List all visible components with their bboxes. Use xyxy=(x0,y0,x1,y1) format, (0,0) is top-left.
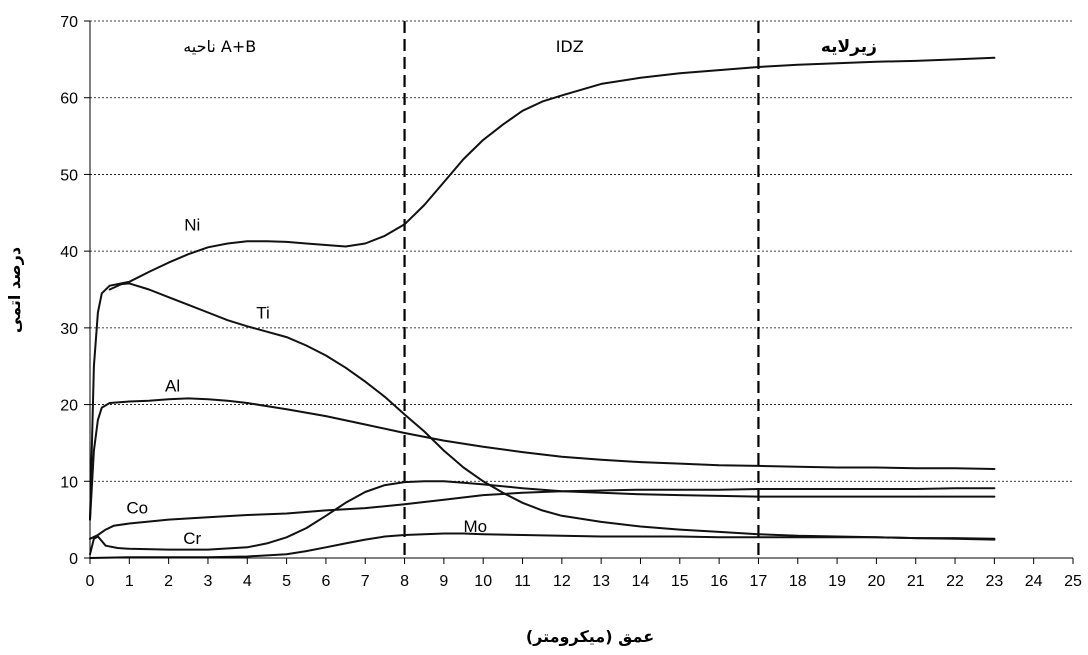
region-label-1: IDZ xyxy=(556,37,584,56)
series-line-co xyxy=(89,487,996,540)
series-label-cr: Cr xyxy=(183,529,201,548)
x-tick-label-15: 15 xyxy=(671,573,689,590)
x-tick-label-17: 17 xyxy=(750,573,768,590)
x-tick-label-22: 22 xyxy=(946,573,964,590)
x-tick-label-4: 4 xyxy=(243,573,252,590)
series-labels: Ni Ti Al Co Cr Mo xyxy=(126,215,487,548)
x-tick-label-6: 6 xyxy=(321,573,330,590)
x-tick-label-18: 18 xyxy=(789,573,807,590)
y-tick-label-5: 50 xyxy=(60,167,78,184)
y-tick-label-6: 60 xyxy=(60,91,78,108)
x-tick-label-3: 3 xyxy=(204,573,213,590)
x-tick-label-9: 9 xyxy=(439,573,448,590)
series-label-al: Al xyxy=(165,376,180,395)
series-line-ti xyxy=(108,282,996,541)
region-boundaries xyxy=(403,21,760,558)
y-tick-label-0: 0 xyxy=(69,551,78,568)
x-tick-labels: 0 1 2 3 4 5 6 7 8 9 10 11 12 13 14 15 16 17 18 19 20 21 22 23 24… xyxy=(86,573,1082,590)
axes xyxy=(84,20,1074,564)
y-tick-label-2: 20 xyxy=(60,398,78,415)
series-label-co: Co xyxy=(126,498,148,517)
x-tick-label-12: 12 xyxy=(553,573,571,590)
x-tick-label-20: 20 xyxy=(868,573,886,590)
x-tick-label-14: 14 xyxy=(632,573,650,590)
x-tick-label-21: 21 xyxy=(907,573,925,590)
x-tick-label-8: 8 xyxy=(400,573,409,590)
series-line-ni xyxy=(89,56,996,521)
x-tick-label-23: 23 xyxy=(985,573,1003,590)
series-label-mo: Mo xyxy=(464,517,488,536)
series-line-mo xyxy=(89,532,996,559)
y-axis-title: درصد اتمی xyxy=(5,247,24,333)
x-tick-label-1: 1 xyxy=(125,573,134,590)
x-tick-label-0: 0 xyxy=(86,573,95,590)
x-tick-label-7: 7 xyxy=(361,573,370,590)
x-tick-label-13: 13 xyxy=(592,573,610,590)
region-labels: ناحیه A+B IDZ زیرلایه xyxy=(183,37,877,57)
series-label-ti: Ti xyxy=(256,304,270,323)
x-tick-label-10: 10 xyxy=(474,573,492,590)
data-series xyxy=(89,56,996,559)
x-tick-label-2: 2 xyxy=(164,573,173,590)
region-label-0: ناحیه A+B xyxy=(183,37,256,56)
x-axis-title: عمق (میکرومتر) xyxy=(526,627,654,646)
y-tick-label-4: 40 xyxy=(60,244,78,261)
x-tick-label-25: 25 xyxy=(1064,573,1082,590)
y-tick-label-1: 10 xyxy=(60,474,78,491)
x-tick-label-5: 5 xyxy=(282,573,291,590)
x-tick-label-19: 19 xyxy=(828,573,846,590)
y-tick-labels: 0 10 20 30 40 50 60 70 xyxy=(60,14,78,568)
series-label-ni: Ni xyxy=(184,215,200,234)
x-tick-label-11: 11 xyxy=(514,573,531,590)
series-line-al xyxy=(89,397,996,521)
series-line-cr xyxy=(89,480,996,556)
y-tick-label-3: 30 xyxy=(60,321,78,338)
x-tick-label-24: 24 xyxy=(1025,573,1043,590)
region-label-2: زیرلایه xyxy=(821,37,877,57)
y-tick-label-7: 70 xyxy=(60,14,78,31)
x-tick-label-16: 16 xyxy=(710,573,728,590)
